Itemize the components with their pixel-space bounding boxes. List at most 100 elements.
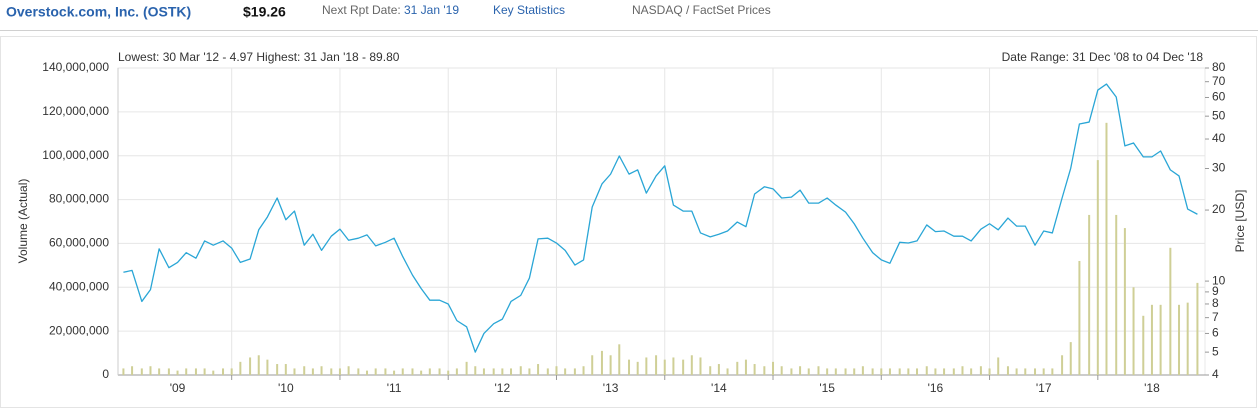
volume-bar — [1069, 342, 1072, 375]
plot-background — [117, 67, 1206, 376]
volume-bar — [880, 368, 883, 375]
volume-bar — [744, 359, 747, 375]
volume-bar — [1096, 160, 1099, 375]
volume-bar — [1115, 214, 1118, 375]
volume-bar — [1088, 214, 1091, 375]
volume-bar — [1006, 366, 1009, 375]
volume-bar — [609, 355, 612, 375]
volume-bar — [401, 368, 404, 375]
volume-bar — [997, 357, 1000, 375]
volume-bar — [790, 368, 793, 375]
volume-bar — [320, 366, 323, 375]
x-tick-label: '13 — [603, 381, 619, 395]
volume-bar — [249, 357, 252, 375]
volume-bar — [149, 366, 152, 375]
y2-tick-label: 80 — [1212, 60, 1226, 74]
y2-tick-label: 60 — [1212, 90, 1226, 104]
volume-bar — [1123, 228, 1126, 375]
volume-bar — [1196, 282, 1199, 375]
y-tick-label: 100,000,000 — [42, 148, 109, 162]
volume-bar — [455, 368, 458, 375]
volume-bar — [537, 364, 540, 375]
y2-tick-label: 30 — [1212, 161, 1226, 175]
volume-bar — [582, 366, 585, 375]
volume-bar — [628, 359, 631, 375]
volume-bar — [979, 366, 982, 375]
volume-bar — [420, 370, 423, 375]
plot-area: 0 20,000,000 40,000,000 60,000,000 80,000,00… — [42, 60, 1225, 395]
volume-bar — [1024, 368, 1027, 375]
volume-bar — [555, 366, 558, 375]
y-tick-label: 140,000,000 — [42, 60, 109, 74]
volume-bar — [447, 370, 450, 375]
volume-bar — [357, 368, 360, 375]
volume-bar — [194, 368, 197, 375]
volume-bar — [690, 355, 693, 375]
volume-bar — [916, 368, 919, 375]
volume-bar — [311, 368, 314, 375]
volume-bar — [374, 368, 377, 375]
x-tick-label: '17 — [1036, 381, 1052, 395]
volume-bar — [276, 364, 279, 375]
volume-bar — [303, 366, 306, 375]
y2-tick-label: 4 — [1212, 367, 1219, 381]
y-axis-title: Volume (Actual) — [16, 179, 30, 264]
volume-bar — [763, 366, 766, 375]
volume-bar — [411, 368, 414, 375]
volume-bar — [952, 368, 955, 375]
volume-bar — [528, 368, 531, 375]
volume-bar — [1186, 302, 1189, 375]
volume-bar — [871, 368, 874, 375]
volume-bar — [1159, 304, 1162, 375]
next-rpt-date[interactable]: 31 Jan '19 — [404, 3, 459, 17]
volume-bar — [438, 368, 441, 375]
company-name[interactable]: Overstock.com, Inc. (OSTK) — [6, 4, 191, 20]
volume-bar — [293, 368, 296, 375]
volume-bar — [1142, 315, 1145, 375]
volume-bar — [970, 368, 973, 375]
volume-bar — [140, 368, 143, 375]
key-statistics-link[interactable]: Key Statistics — [493, 3, 565, 17]
y-tick-label: 20,000,000 — [49, 323, 109, 337]
volume-bar — [753, 364, 756, 375]
volume-bar — [347, 366, 350, 375]
y-tick-label: 40,000,000 — [49, 279, 109, 293]
price-line — [123, 83, 1198, 353]
volume-bar — [682, 359, 685, 375]
volume-bar — [257, 355, 260, 375]
volume-bar — [717, 364, 720, 375]
y2-axis-title: Price [USD] — [1233, 190, 1247, 253]
x-tick-label: '11 — [387, 381, 402, 395]
volume-bar — [366, 370, 369, 375]
y2-tick-label: 5 — [1212, 344, 1219, 358]
x-tick-label: '16 — [928, 381, 944, 395]
volume-bar — [645, 357, 648, 375]
volume-bar — [961, 366, 964, 375]
volume-bar — [501, 368, 504, 375]
volume-bar — [663, 359, 666, 375]
volume-bar — [122, 368, 125, 375]
volume-bar — [510, 368, 513, 375]
volume-bar — [934, 368, 937, 375]
volume-bar — [167, 368, 170, 375]
volume-bar — [1061, 355, 1064, 375]
volume-bar — [428, 368, 431, 375]
volume-bar — [844, 368, 847, 375]
volume-bar — [573, 368, 576, 375]
y2-tick-label: 9 — [1212, 284, 1219, 298]
data-source: NASDAQ / FactSet Prices — [632, 3, 771, 17]
volume-bar — [736, 361, 739, 375]
volume-bar — [907, 368, 910, 375]
volume-bar — [338, 368, 341, 375]
volume-bar — [330, 368, 333, 375]
volume-bar — [384, 368, 387, 375]
volume-bar — [212, 370, 215, 375]
y2-tick-label: 70 — [1212, 74, 1226, 88]
last-price: $19.26 — [243, 4, 286, 20]
y2-tick-label: 40 — [1212, 131, 1226, 145]
volume-bar — [799, 366, 802, 375]
volume-bar — [482, 368, 485, 375]
volume-bar — [834, 368, 837, 375]
